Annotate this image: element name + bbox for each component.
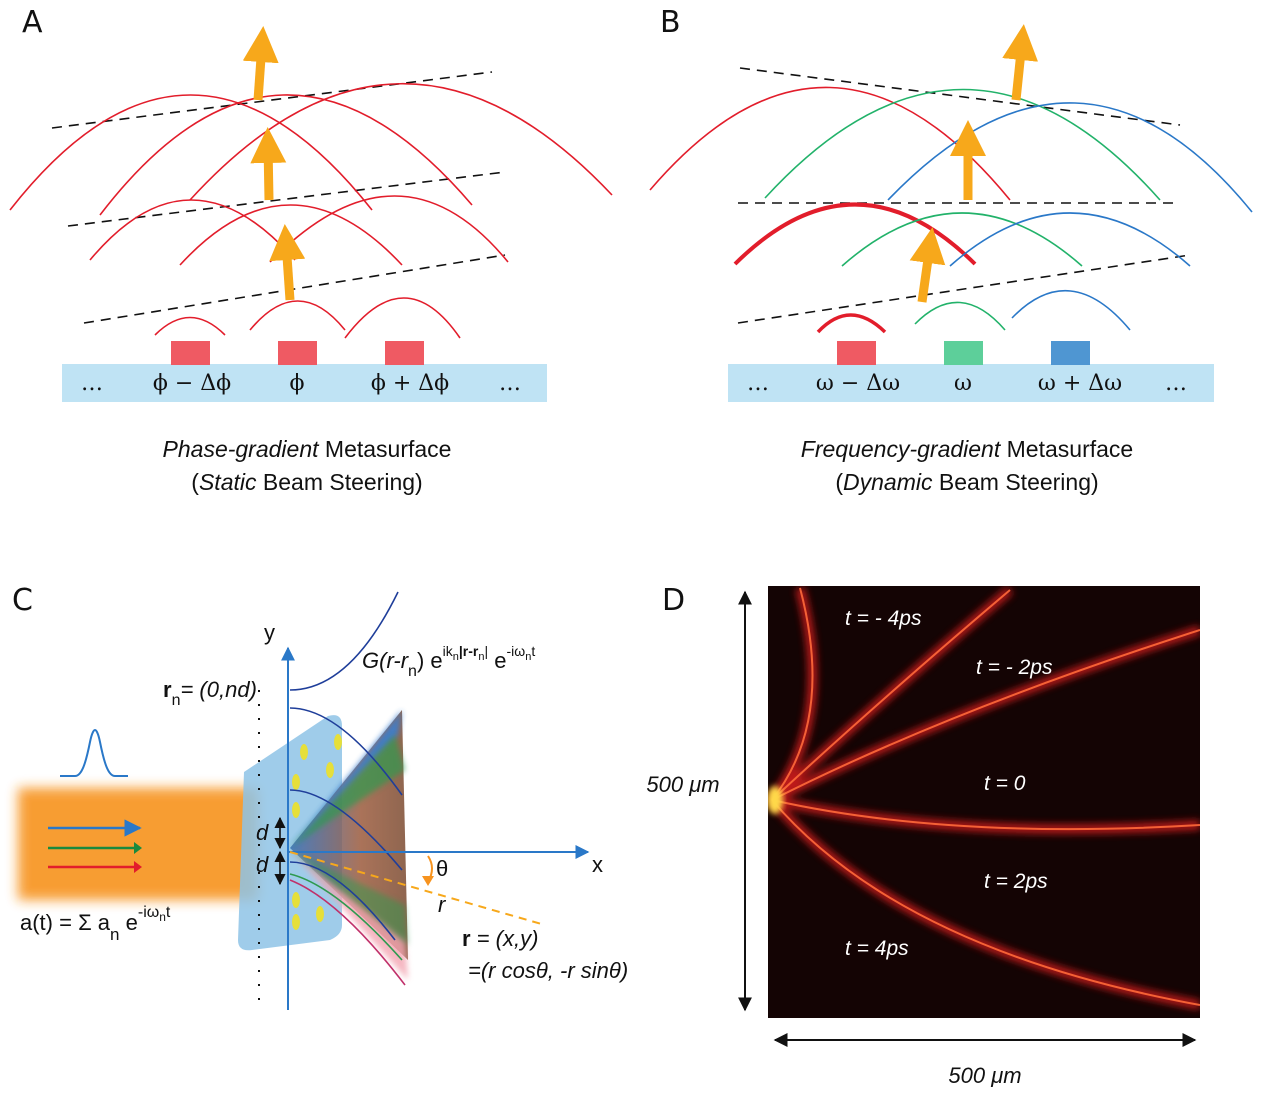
wave-arc [179, 204, 403, 266]
arrowhead [134, 861, 142, 873]
wave-arc [189, 82, 613, 201]
hyperbola [289, 873, 403, 961]
wave-arc [99, 94, 473, 216]
panel-b-caption: Frequency-gradient Metasurface [801, 436, 1133, 462]
time-label: t = 0 [984, 772, 1026, 795]
steering-arrow [242, 26, 279, 101]
r-label: r [438, 892, 447, 917]
wave-arc [887, 102, 1253, 213]
cell-label: … [747, 371, 769, 396]
y-extent-label: 500 μm [646, 772, 719, 797]
wave-arc [249, 300, 346, 331]
source-position-label: rn= (0,nd) [163, 677, 257, 709]
emission-edge-blue [290, 710, 402, 848]
wave-arc [9, 94, 373, 211]
meta-atom [385, 341, 424, 365]
meta-atom-red [837, 341, 876, 365]
emission-edge-green [290, 735, 405, 848]
emission-edge-pink [290, 850, 408, 980]
panel-a-letter: A [22, 5, 43, 40]
meta-atom [171, 341, 210, 365]
emission-edge-green [290, 850, 408, 945]
wavefront-line [739, 67, 1181, 126]
hyperbola [289, 879, 406, 986]
theta-label: θ [436, 856, 448, 881]
hyperbola [289, 707, 403, 796]
wavefront-line [737, 254, 1191, 324]
panel-a-caption: Phase-gradient Metasurface [163, 436, 452, 462]
wave-arc [154, 316, 226, 336]
input-field-equation: a(t) = Σ an e-iωnt [20, 904, 171, 944]
wave-arc-bold [816, 313, 887, 334]
greens-function-label: G(r-rn) eikn|r-rn| e-iωnt [362, 643, 535, 680]
spacing-label: d [256, 852, 269, 877]
meta-atom-blue [1051, 341, 1090, 365]
x-extent-label: 500 μm [948, 1063, 1021, 1088]
wave-arc [764, 88, 1161, 201]
metasurface-plate [238, 715, 342, 951]
panel-b-caption-2: (Dynamic Beam Steering) [835, 469, 1098, 495]
input-beam [18, 788, 258, 900]
cell-label: ϕ + Δϕ [371, 371, 449, 396]
time-label: t = 2ps [984, 870, 1048, 893]
cell-label: … [499, 371, 521, 396]
wave-arc [89, 199, 296, 261]
arrowhead [422, 876, 434, 886]
wave-arc [1011, 289, 1131, 331]
cell-label: ϕ [290, 371, 305, 396]
wave-arc [649, 86, 1011, 201]
steering-arrow [269, 224, 306, 301]
wavefront-line [83, 254, 506, 324]
cell-label: ω − Δω [816, 371, 900, 396]
panel-c-letter: C [12, 583, 33, 618]
panel-b: B … ω − Δω ω ω + Δω … Frequency-gradient… [649, 5, 1253, 495]
source-spot [768, 786, 783, 814]
wavefront-line [67, 171, 506, 227]
position-label: r = (x,y) [462, 926, 538, 951]
cell-label: ω [954, 371, 972, 396]
wavefront-line [51, 71, 493, 129]
x-axis-label: x [592, 852, 603, 877]
panel-d-letter: D [662, 583, 685, 618]
panel-c: C [12, 583, 628, 1010]
observation-ray [289, 851, 546, 926]
pulse-envelope [60, 728, 128, 777]
steering-arrow [250, 127, 287, 201]
cell-label: … [81, 371, 103, 396]
cell-label: ω + Δω [1038, 371, 1122, 396]
steering-arrow [909, 227, 946, 303]
cell-label: ϕ − Δϕ [153, 371, 231, 396]
position-polar-label: =(r cosθ, -r sinθ) [468, 958, 628, 983]
wave-arc [914, 301, 1006, 331]
hyperbola [289, 861, 396, 941]
meta-atom-column [292, 734, 342, 930]
y-axis-label: y [264, 620, 275, 645]
wave-arc [344, 297, 461, 339]
hyperbola [289, 591, 399, 691]
field-beams [768, 586, 1200, 1010]
meta-atom [278, 341, 317, 365]
time-label: t = 4ps [845, 937, 909, 960]
meta-atom-green [944, 341, 983, 365]
arrowhead [134, 842, 142, 854]
metasurface-substrate [728, 364, 1214, 402]
panel-a: A … ϕ − Δϕ ϕ ϕ + Δϕ … Phase-gradient Met… [9, 5, 613, 495]
wave-arc [841, 212, 1083, 267]
panel-b-letter: B [660, 5, 681, 40]
steering-arrow [1002, 24, 1039, 101]
panel-a-caption-2: (Static Beam Steering) [191, 469, 422, 495]
cell-label: … [1165, 371, 1187, 396]
spacing-label: d [256, 820, 269, 845]
time-label: t = - 4ps [845, 607, 922, 630]
wave-arc [949, 212, 1191, 267]
panel-d: D t = - 4ps t = - 2ps t = 0 t = 2ps [646, 583, 1200, 1088]
time-label: t = - 2ps [976, 656, 1053, 679]
metasurface-substrate [62, 364, 547, 402]
